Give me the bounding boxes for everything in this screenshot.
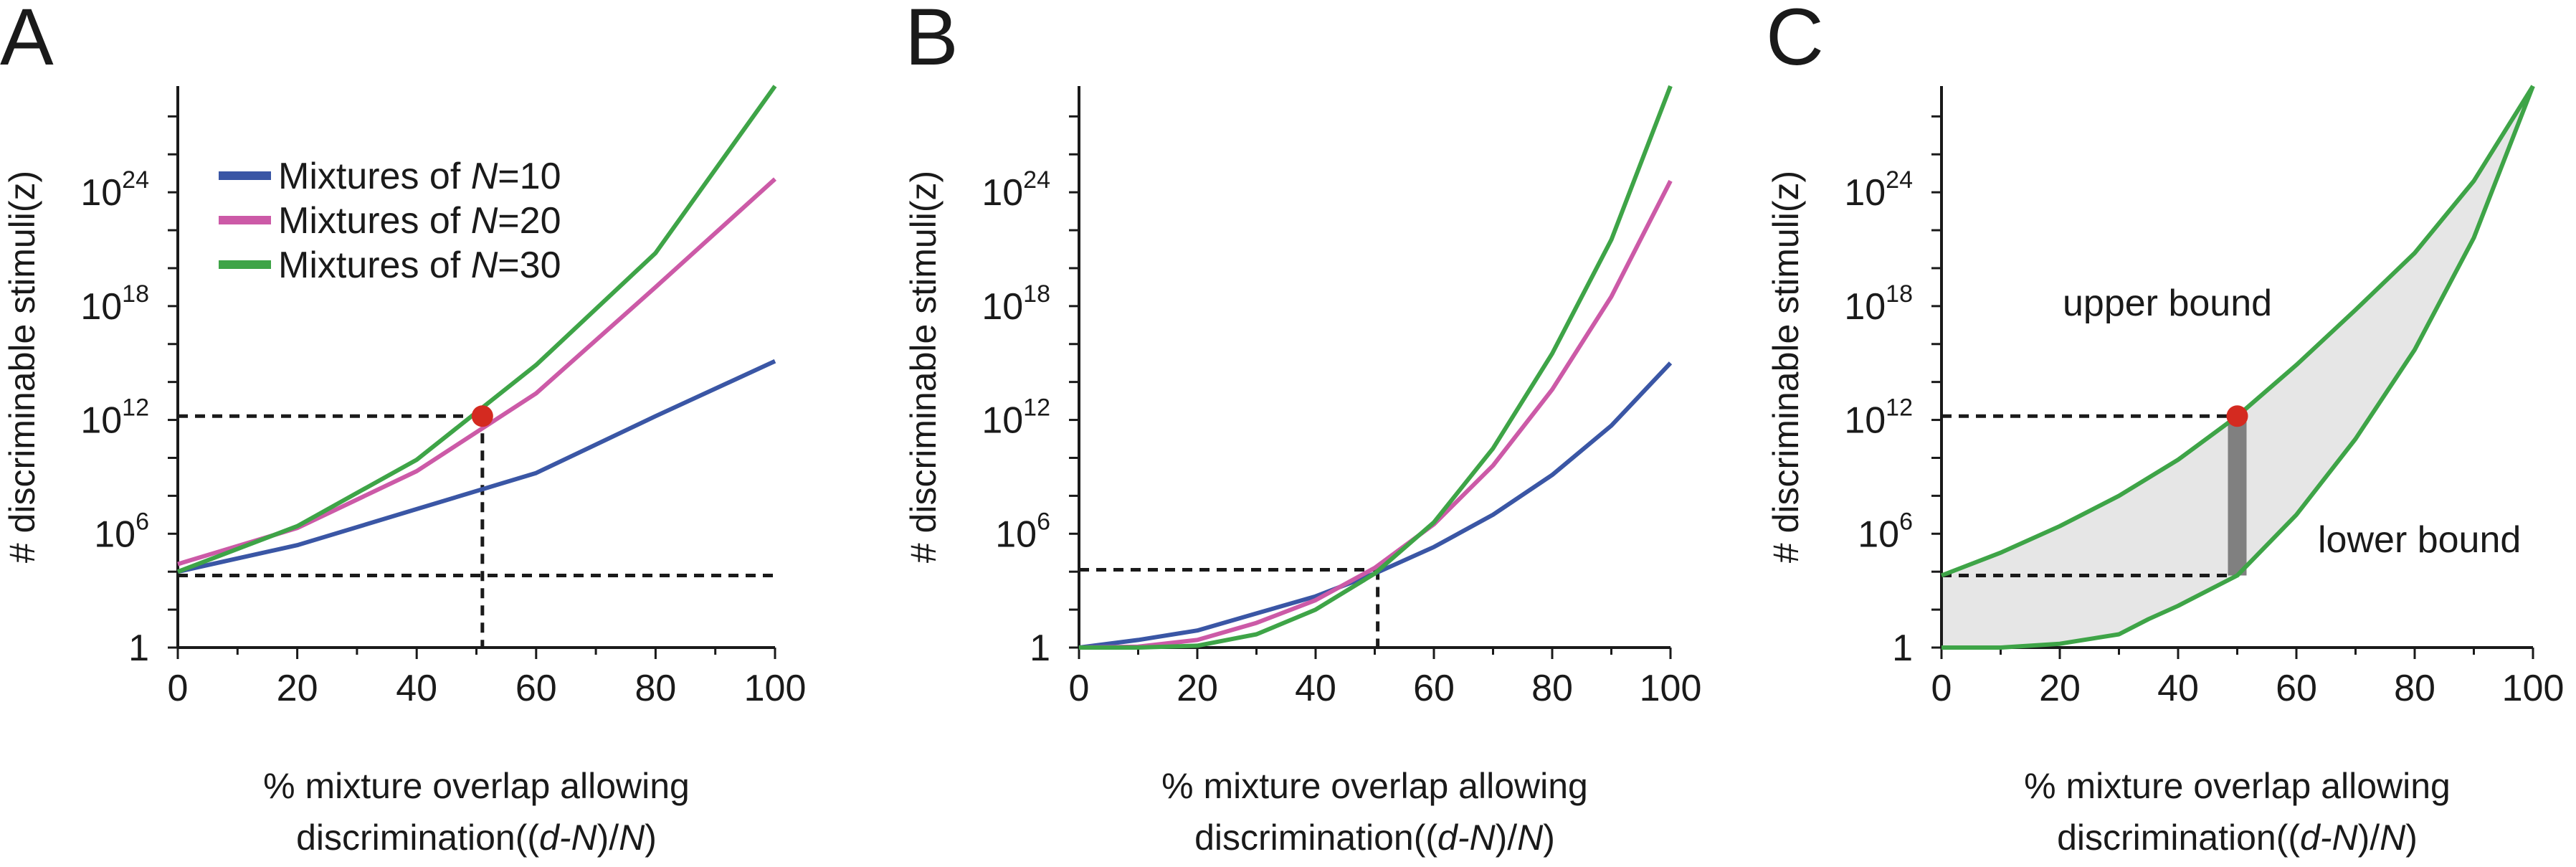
y-tick-label: 1018 (80, 280, 149, 328)
x-tick-label: 60 (2276, 668, 2317, 709)
y-tick-label: 106 (94, 508, 149, 555)
series-line (1078, 179, 1673, 650)
y-tick-label: 106 (995, 508, 1050, 555)
panel-label: C (1766, 0, 1824, 82)
x-axis-label-line2: discrimination((d-N)/N) (2057, 818, 2418, 858)
legend-label: Mixtures of N=30 (278, 245, 561, 286)
y-axis-label: # discriminable stimuli(z) (2, 171, 42, 563)
x-tick-label: 60 (515, 668, 557, 709)
series-line (1078, 361, 1673, 650)
y-tick-label: 1012 (1844, 394, 1913, 442)
y-tick-label: 1024 (1844, 166, 1913, 214)
series-line (1941, 85, 2535, 650)
panel-label: A (0, 0, 54, 82)
series-line (177, 359, 776, 574)
y-tick-label: 1 (1030, 627, 1050, 669)
x-tick-label: 20 (277, 668, 318, 709)
marker-dot (471, 405, 493, 427)
x-tick-label: 80 (635, 668, 676, 709)
y-axis-label: # discriminable stimuli(z) (1766, 171, 1806, 563)
y-tick-label: 1012 (982, 394, 1050, 442)
x-axis-label-line2: discrimination((d-N)/N) (1194, 818, 1555, 858)
x-tick-label: 100 (744, 668, 807, 709)
panel-label: B (905, 0, 959, 82)
y-tick-label: 106 (1858, 508, 1913, 555)
x-axis-label-line1: % mixture overlap allowing (2024, 766, 2451, 806)
x-tick-label: 60 (1413, 668, 1455, 709)
x-tick-label: 100 (1640, 668, 1702, 709)
x-tick-label: 80 (1531, 668, 1573, 709)
annotation-lower-bound: lower bound (2318, 519, 2521, 561)
y-tick-label: 1012 (80, 394, 149, 442)
x-tick-label: 20 (1177, 668, 1218, 709)
panel-a: A 1 106 1012 1018 1024 0 20 40 60 80 100 # discrimin… (0, 0, 806, 858)
x-axis-label-line1: % mixture overlap allowing (1161, 766, 1588, 806)
x-tick-label: 40 (1295, 668, 1336, 709)
x-tick-label: 0 (1069, 668, 1090, 709)
x-axis-label-line1: % mixture overlap allowing (263, 766, 690, 806)
panel-c: C 1 106 1012 1018 1024 0 20 40 60 80 100 # discrimin… (1766, 0, 2564, 858)
y-axis-label: # discriminable stimuli(z) (903, 171, 944, 563)
x-tick-label: 0 (1931, 668, 1952, 709)
y-tick-label: 1 (128, 627, 149, 669)
annotation-upper-bound: upper bound (2063, 283, 2272, 324)
y-tick-label: 1018 (1844, 280, 1913, 328)
x-tick-label: 100 (2502, 668, 2565, 709)
legend-label: Mixtures of N=20 (278, 200, 561, 242)
x-tick-label: 40 (396, 668, 437, 709)
x-tick-label: 40 (2157, 668, 2199, 709)
series-line (1079, 85, 1673, 650)
marker-dot (2226, 405, 2248, 427)
x-tick-label: 20 (2039, 668, 2081, 709)
x-tick-label: 0 (168, 668, 189, 709)
y-tick-label: 1 (1892, 627, 1913, 669)
y-tick-label: 1024 (982, 166, 1050, 214)
x-axis-label-line2: discrimination((d-N)/N) (296, 818, 657, 858)
panel-b: B 1 106 1012 1018 1024 0 20 40 60 80 100 # discrimin… (903, 0, 1701, 858)
legend-label: Mixtures of N=10 (278, 156, 561, 197)
x-tick-label: 80 (2394, 668, 2435, 709)
y-tick-label: 1024 (80, 166, 149, 214)
y-tick-label: 1018 (982, 280, 1050, 328)
